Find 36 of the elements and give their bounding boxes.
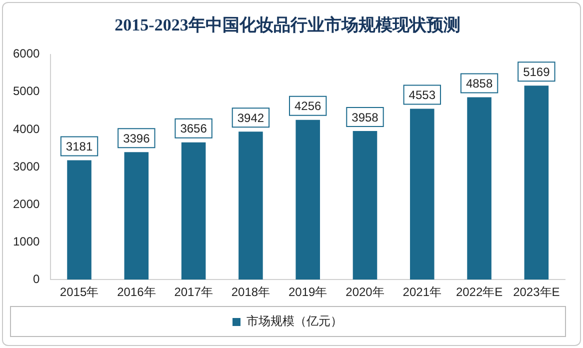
legend-label: 市场规模（亿元） bbox=[246, 314, 342, 328]
data-label: 3181 bbox=[66, 140, 93, 154]
x-tick-label: 2021年 bbox=[402, 285, 442, 300]
y-tick-label: 5000 bbox=[12, 84, 40, 98]
y-tick-label: 4000 bbox=[12, 122, 40, 136]
x-tick-label: 2023年E bbox=[513, 285, 560, 300]
x-tick-label: 2017年 bbox=[174, 285, 213, 300]
y-tick-label: 6000 bbox=[12, 46, 40, 61]
bar bbox=[181, 142, 206, 280]
bar bbox=[467, 97, 492, 280]
x-tick-label: 2016年 bbox=[117, 285, 156, 300]
data-label: 3656 bbox=[180, 122, 208, 136]
x-tick-label: 2019年 bbox=[288, 285, 328, 300]
x-tick-label: 2022年E bbox=[456, 285, 503, 300]
bar bbox=[296, 120, 320, 280]
chart-title: 2015-2023年中国化妆品行业市场规模现状预测 bbox=[114, 16, 460, 35]
y-tick-label: 3000 bbox=[12, 159, 40, 174]
bar bbox=[124, 152, 149, 280]
x-tick-label: 2015年 bbox=[60, 285, 99, 300]
bar bbox=[410, 108, 434, 280]
data-label: 4858 bbox=[466, 76, 493, 91]
data-label: 3958 bbox=[352, 110, 379, 124]
bar bbox=[352, 131, 378, 280]
bar bbox=[67, 160, 92, 280]
bar bbox=[238, 132, 263, 280]
bar bbox=[524, 86, 549, 280]
x-tick-label: 2018年 bbox=[231, 285, 270, 300]
y-tick-label: 1000 bbox=[12, 234, 40, 248]
data-label: 3396 bbox=[123, 131, 150, 146]
y-tick-label: 0 bbox=[33, 272, 40, 286]
y-tick-label: 2000 bbox=[12, 196, 40, 211]
data-label: 3942 bbox=[237, 110, 264, 125]
data-label: 4256 bbox=[294, 99, 322, 114]
data-label: 5169 bbox=[523, 64, 550, 79]
data-label: 4553 bbox=[408, 88, 436, 102]
x-tick-label: 2020年 bbox=[346, 285, 384, 300]
